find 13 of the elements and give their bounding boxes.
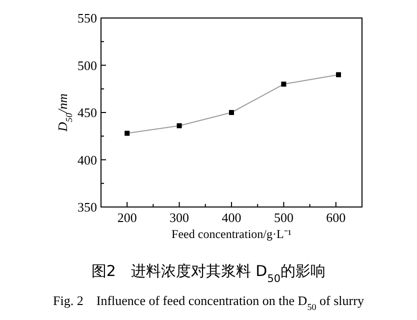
text: Fig. 2 Influence of feed concentration on the D$_{50}$ of slurry (53, 293, 364, 312)
x-tick-label: 600 (326, 210, 346, 225)
y-tick-label: 400 (78, 152, 97, 168)
x-tick-label: 400 (222, 210, 242, 225)
text: 图2 进料浓度对其浆料 D$_{50}$的影响 (91, 262, 326, 285)
y-tick-label: 500 (78, 58, 97, 73)
y-tick-label: 350 (78, 200, 97, 214)
x-axis-title: Feed concentration/g·L⁻¹ (172, 227, 292, 241)
x-tick-label: 200 (117, 210, 137, 225)
x-tick-label: 500 (274, 210, 294, 225)
x-tick-label: 300 (170, 210, 190, 225)
y-tick-label: 550 (78, 10, 97, 26)
y-tick-label: 450 (78, 105, 97, 120)
